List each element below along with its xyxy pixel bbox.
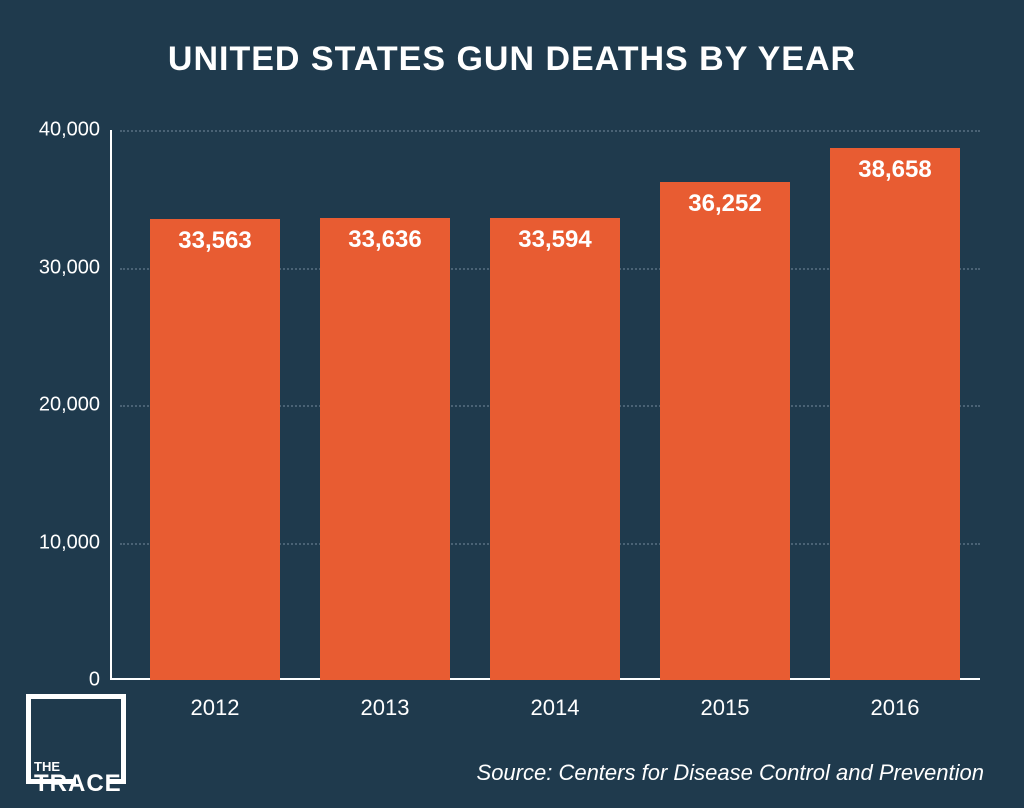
logo-text: THE TRACE bbox=[34, 761, 122, 796]
x-tick-label: 2012 bbox=[150, 695, 280, 721]
y-axis-line bbox=[110, 130, 112, 680]
bar: 33,594 bbox=[490, 218, 620, 680]
y-tick-label: 20,000 bbox=[20, 394, 100, 417]
bar-group: 33,636 bbox=[320, 218, 450, 680]
source-attribution: Source: Centers for Disease Control and … bbox=[477, 760, 984, 786]
bar: 33,636 bbox=[320, 218, 450, 680]
x-axis-labels: 2012 2013 2014 2015 2016 bbox=[130, 680, 980, 721]
x-tick-label: 2014 bbox=[490, 695, 620, 721]
bar-group: 33,594 bbox=[490, 218, 620, 680]
y-axis: 010,00020,00030,00040,000 bbox=[20, 130, 100, 680]
bar: 36,252 bbox=[660, 182, 790, 680]
bar-group: 38,658 bbox=[830, 148, 960, 680]
x-tick-label: 2015 bbox=[660, 695, 790, 721]
x-tick-label: 2016 bbox=[830, 695, 960, 721]
y-tick-label: 40,000 bbox=[20, 119, 100, 142]
publisher-logo: THE TRACE bbox=[26, 694, 136, 784]
bar: 38,658 bbox=[830, 148, 960, 680]
logo-line2: TRACE bbox=[34, 773, 122, 796]
x-tick-label: 2013 bbox=[320, 695, 450, 721]
bar: 33,563 bbox=[150, 219, 280, 680]
bar-value-label: 33,594 bbox=[490, 226, 620, 254]
bar-value-label: 33,563 bbox=[150, 227, 280, 255]
chart-title: UNITED STATES GUN DEATHS BY YEAR bbox=[0, 0, 1024, 79]
bar-value-label: 36,252 bbox=[660, 190, 790, 218]
y-tick-label: 30,000 bbox=[20, 256, 100, 279]
y-tick-label: 0 bbox=[20, 669, 100, 692]
chart-area: 010,00020,00030,00040,000 33,56333,63633… bbox=[110, 130, 980, 680]
bar-group: 36,252 bbox=[660, 182, 790, 680]
bar-value-label: 33,636 bbox=[320, 226, 450, 254]
y-tick-label: 10,000 bbox=[20, 531, 100, 554]
bar-group: 33,563 bbox=[150, 219, 280, 680]
bar-value-label: 38,658 bbox=[830, 156, 960, 184]
bars-container: 33,563 33,636 33,594 36,252 38,658 bbox=[130, 130, 980, 680]
